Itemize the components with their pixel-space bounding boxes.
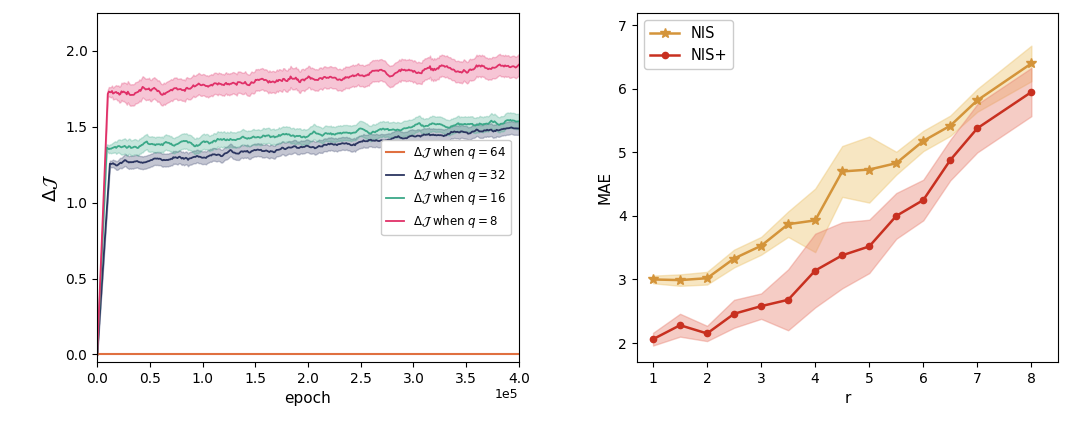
NIS [728, 256, 741, 261]
$\Delta\mathcal{J}$ when $q = 64$ [91, 352, 104, 357]
$\Delta\mathcal{J}$ when $q = 16$ [397, 126, 410, 131]
Legend: $\Delta\mathcal{J}$ when $q = 64$, $\Delta\mathcal{J}$ when $q = 32$, $\Delta\ma: $\Delta\mathcal{J}$ when $q = 64$, $\Del… [381, 140, 511, 235]
$\Delta\mathcal{J}$ when $q = 8$ [91, 352, 104, 357]
Line: $\Delta\mathcal{J}$ when $q = 8$: $\Delta\mathcal{J}$ when $q = 8$ [97, 64, 518, 354]
$\Delta\mathcal{J}$ when $q = 8$ [228, 81, 241, 86]
NIS+ [674, 322, 687, 328]
$\Delta\mathcal{J}$ when $q = 64$ [512, 352, 525, 357]
$\Delta\mathcal{J}$ when $q = 32$ [356, 139, 369, 144]
Line: $\Delta\mathcal{J}$ when $q = 32$: $\Delta\mathcal{J}$ when $q = 32$ [97, 128, 518, 354]
NIS+ [782, 297, 795, 302]
Text: 1e5: 1e5 [495, 388, 518, 401]
NIS+ [890, 213, 903, 218]
$\Delta\mathcal{J}$ when $q = 16$ [228, 137, 241, 142]
Legend: NIS, NIS+: NIS, NIS+ [644, 20, 733, 69]
Line: NIS+: NIS+ [650, 89, 1035, 342]
$\Delta\mathcal{J}$ when $q = 32$ [512, 126, 525, 131]
NIS+ [809, 268, 822, 273]
NIS+ [755, 304, 768, 309]
Y-axis label: MAE: MAE [597, 171, 612, 204]
$\Delta\mathcal{J}$ when $q = 8$ [356, 73, 369, 78]
$\Delta\mathcal{J}$ when $q = 32$ [258, 149, 271, 154]
$\Delta\mathcal{J}$ when $q = 16$ [395, 128, 408, 133]
NIS+ [863, 244, 876, 249]
NIS+ [944, 157, 957, 163]
$\Delta\mathcal{J}$ when $q = 64$ [258, 352, 271, 357]
X-axis label: r: r [845, 392, 851, 406]
$\Delta\mathcal{J}$ when $q = 16$ [512, 119, 525, 124]
$\Delta\mathcal{J}$ when $q = 8$ [494, 62, 507, 67]
$\Delta\mathcal{J}$ when $q = 16$ [141, 141, 154, 146]
NIS [944, 123, 957, 128]
NIS [917, 139, 930, 144]
NIS [782, 222, 795, 227]
NIS+ [971, 126, 984, 131]
$\Delta\mathcal{J}$ when $q = 16$ [91, 352, 104, 357]
NIS [647, 277, 660, 282]
$\Delta\mathcal{J}$ when $q = 8$ [141, 87, 154, 92]
NIS [674, 277, 687, 282]
NIS+ [1025, 90, 1038, 95]
NIS [809, 218, 822, 223]
$\Delta\mathcal{J}$ when $q = 16$ [258, 133, 271, 138]
Line: $\Delta\mathcal{J}$ when $q = 16$: $\Delta\mathcal{J}$ when $q = 16$ [97, 120, 518, 354]
Line: NIS: NIS [648, 59, 1036, 285]
$\Delta\mathcal{J}$ when $q = 64$ [397, 352, 410, 357]
$\Delta\mathcal{J}$ when $q = 32$ [141, 159, 154, 164]
$\Delta\mathcal{J}$ when $q = 64$ [395, 352, 408, 357]
NIS+ [701, 331, 714, 336]
NIS+ [917, 197, 930, 203]
$\Delta\mathcal{J}$ when $q = 32$ [395, 136, 408, 141]
$\Delta\mathcal{J}$ when $q = 16$ [504, 117, 517, 123]
NIS [1025, 61, 1038, 66]
$\Delta\mathcal{J}$ when $q = 64$ [141, 352, 154, 357]
$\Delta\mathcal{J}$ when $q = 8$ [395, 67, 408, 72]
$\Delta\mathcal{J}$ when $q = 32$ [91, 352, 104, 357]
X-axis label: epoch: epoch [285, 392, 332, 406]
NIS [755, 243, 768, 248]
NIS [971, 98, 984, 103]
NIS+ [836, 253, 849, 258]
$\Delta\mathcal{J}$ when $q = 8$ [258, 78, 271, 83]
Y-axis label: $\Delta \mathcal{J}$: $\Delta \mathcal{J}$ [41, 173, 59, 202]
$\Delta\mathcal{J}$ when $q = 8$ [512, 62, 525, 67]
$\Delta\mathcal{J}$ when $q = 32$ [228, 150, 241, 155]
$\Delta\mathcal{J}$ when $q = 64$ [356, 352, 369, 357]
NIS+ [647, 337, 660, 342]
$\Delta\mathcal{J}$ when $q = 32$ [397, 136, 410, 141]
$\Delta\mathcal{J}$ when $q = 64$ [228, 352, 241, 357]
NIS [890, 161, 903, 166]
$\Delta\mathcal{J}$ when $q = 8$ [397, 68, 410, 73]
NIS+ [728, 311, 741, 316]
$\Delta\mathcal{J}$ when $q = 16$ [356, 126, 369, 131]
$\Delta\mathcal{J}$ when $q = 32$ [505, 125, 518, 130]
NIS [836, 169, 849, 174]
NIS [863, 167, 876, 172]
NIS [701, 276, 714, 281]
